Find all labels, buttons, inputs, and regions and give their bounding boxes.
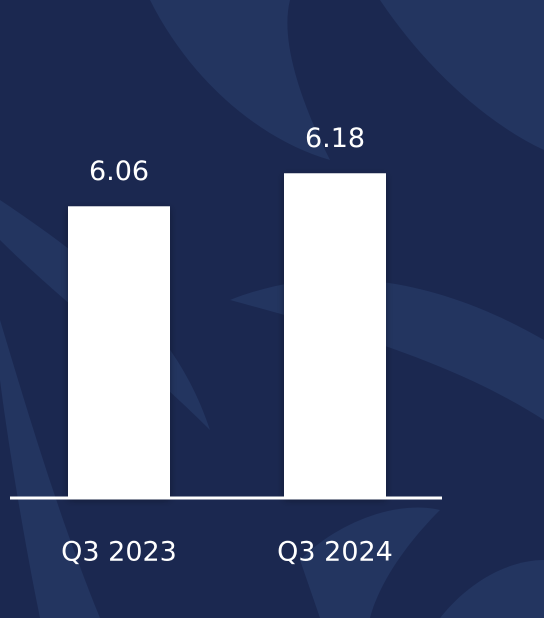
value-label: 6.18 — [305, 123, 365, 154]
value-label: 6.06 — [89, 156, 149, 187]
page: 6.06Q3 20236.18Q3 2024 (() => { const da… — [0, 0, 544, 618]
bar — [68, 206, 170, 498]
chart: 6.06 Q3 2023 6.18 Q3 2024 — [0, 0, 544, 618]
x-tick-label: Q3 2023 — [61, 537, 177, 568]
bar — [284, 173, 386, 498]
x-tick-label: Q3 2024 — [277, 537, 393, 568]
